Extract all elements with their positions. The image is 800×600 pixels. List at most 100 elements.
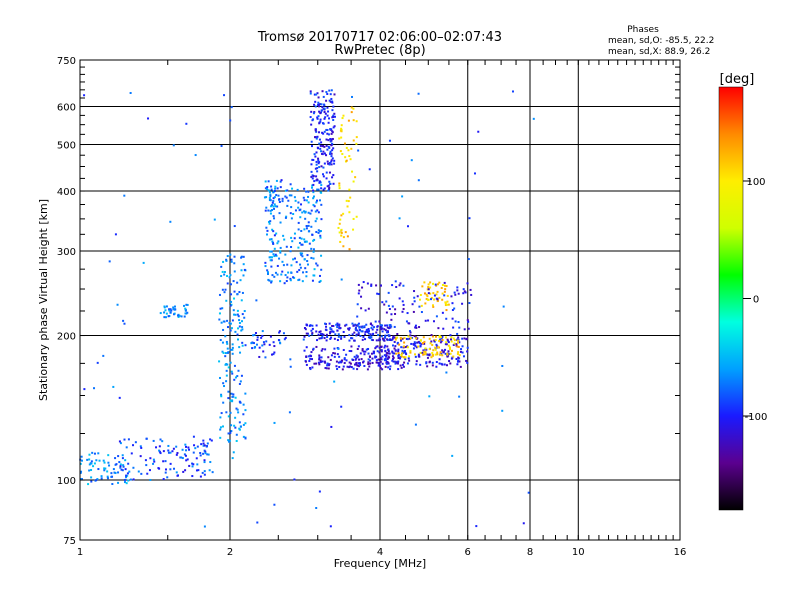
data-point	[409, 351, 412, 354]
data-point	[431, 335, 434, 338]
data-point	[449, 352, 452, 355]
data-point	[297, 201, 300, 204]
data-point	[366, 282, 369, 285]
data-point	[195, 469, 198, 472]
data-point	[292, 276, 295, 279]
data-point	[341, 117, 344, 120]
data-point	[384, 336, 387, 339]
data-point	[329, 150, 332, 153]
data-point	[114, 457, 117, 460]
data-point	[144, 459, 147, 462]
data-point	[444, 301, 447, 304]
data-point	[427, 283, 430, 286]
data-point	[222, 401, 225, 404]
data-point	[373, 326, 376, 329]
data-point	[322, 175, 325, 178]
data-point	[271, 256, 274, 259]
data-point	[409, 337, 412, 340]
data-point	[258, 346, 261, 349]
data-point	[300, 253, 303, 256]
data-point	[351, 337, 354, 340]
data-point	[182, 470, 185, 473]
data-point	[442, 327, 445, 330]
data-point	[80, 470, 83, 473]
data-point	[365, 348, 368, 351]
data-point	[225, 362, 228, 365]
data-point	[355, 357, 358, 360]
data-point	[333, 337, 336, 340]
data-point	[230, 327, 233, 330]
data-point	[236, 375, 239, 378]
data-point	[319, 120, 322, 123]
data-point	[327, 110, 330, 113]
data-point	[457, 359, 460, 362]
data-point	[102, 459, 105, 462]
data-point	[184, 443, 187, 446]
data-point	[172, 447, 175, 450]
data-point	[301, 252, 304, 255]
data-point	[238, 427, 241, 430]
data-point	[191, 465, 194, 468]
data-point	[231, 400, 234, 403]
data-point	[380, 346, 383, 349]
data-point	[348, 188, 351, 191]
data-point	[123, 322, 126, 325]
data-point	[397, 353, 400, 356]
data-point	[93, 452, 96, 455]
data-point	[318, 180, 321, 183]
data-point	[361, 348, 364, 351]
data-point	[401, 352, 404, 355]
data-point	[315, 93, 318, 96]
data-point	[379, 328, 382, 331]
data-point	[185, 122, 188, 125]
data-point	[130, 452, 133, 455]
data-point	[273, 207, 276, 210]
data-point	[436, 353, 439, 356]
data-point	[312, 118, 315, 121]
data-point	[277, 194, 280, 197]
data-point	[299, 216, 302, 219]
data-point	[434, 335, 437, 338]
data-point	[100, 477, 103, 480]
data-point	[350, 337, 353, 340]
data-point	[387, 355, 390, 358]
data-point	[227, 415, 230, 418]
data-point	[103, 467, 106, 470]
data-point	[270, 205, 273, 208]
data-point	[397, 350, 400, 353]
data-point	[329, 525, 332, 528]
data-point	[404, 356, 407, 359]
data-point	[453, 342, 456, 345]
data-point	[318, 490, 321, 493]
data-point	[395, 361, 398, 364]
data-point	[279, 251, 282, 254]
data-point	[312, 347, 315, 350]
data-point	[327, 139, 330, 142]
data-point	[381, 362, 384, 365]
data-point	[222, 425, 225, 428]
data-point	[197, 469, 200, 472]
data-point	[399, 282, 402, 285]
data-point	[312, 274, 315, 277]
data-point	[367, 327, 370, 330]
data-point	[473, 172, 476, 175]
data-point	[346, 235, 349, 238]
data-point	[297, 221, 300, 224]
data-point	[401, 310, 404, 313]
data-point	[240, 256, 243, 259]
data-point	[427, 286, 430, 289]
data-point	[169, 220, 172, 223]
data-point	[389, 368, 392, 371]
data-point	[511, 90, 514, 93]
data-point	[311, 184, 314, 187]
data-point	[268, 196, 271, 199]
data-point	[106, 470, 109, 473]
data-point	[325, 154, 328, 157]
data-point	[194, 154, 197, 157]
data-point	[354, 328, 357, 331]
data-point	[501, 409, 504, 412]
data-point	[322, 107, 325, 110]
data-point	[318, 122, 321, 125]
data-point	[299, 266, 302, 269]
data-point	[418, 305, 421, 308]
